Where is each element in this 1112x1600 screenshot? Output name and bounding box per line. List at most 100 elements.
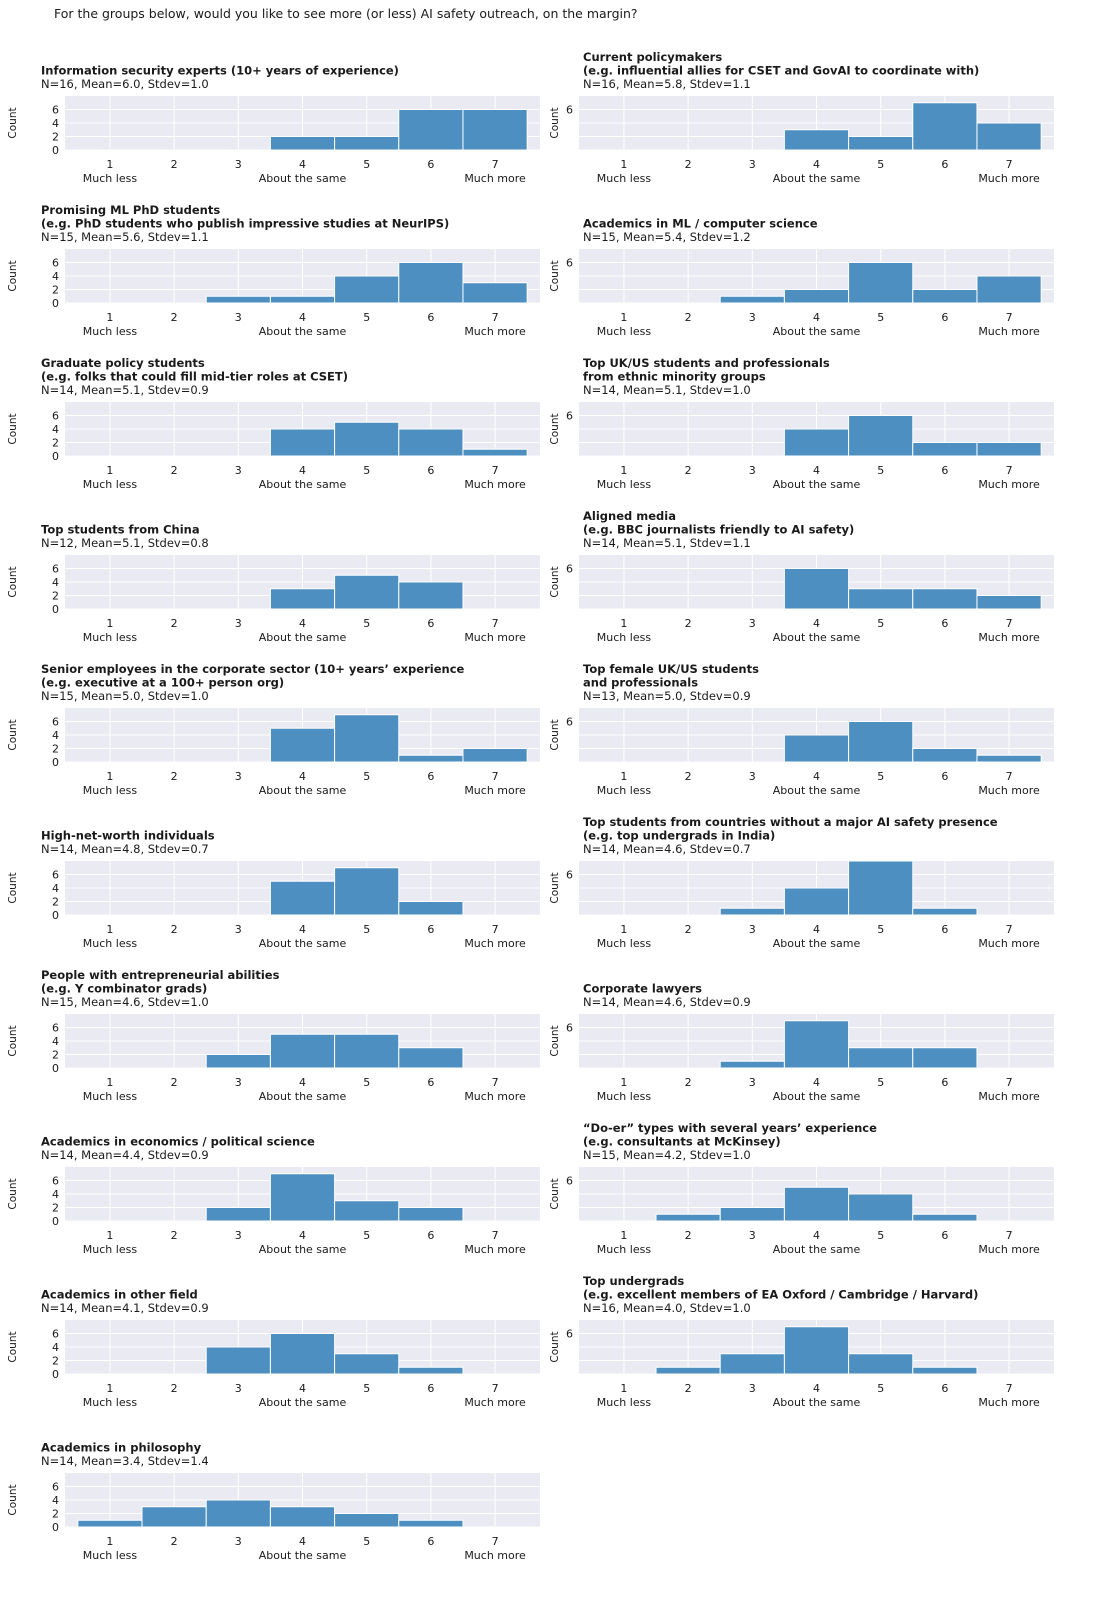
x-tick-label: 2 [171, 311, 178, 324]
y-tick-label: 6 [52, 257, 59, 270]
x-tick-label: 4 [813, 158, 820, 171]
chart-title-line: Top UK/US students and professionals [583, 356, 830, 370]
x-tick-caption: About the same [259, 325, 347, 338]
x-tick-label: 2 [685, 1076, 692, 1089]
x-tick-label: 1 [106, 923, 113, 936]
chart-stats: N=14, Mean=5.1, Stdev=0.9 [41, 383, 209, 397]
histogram-bar [205, 1499, 271, 1528]
histogram-bar [398, 1366, 464, 1375]
x-tick-label: 4 [813, 923, 820, 936]
x-tick-label: 3 [235, 923, 242, 936]
x-tick-caption: Much less [83, 478, 138, 491]
y-tick-label: 4 [52, 1035, 59, 1048]
x-tick-caption: Much more [978, 1090, 1040, 1103]
x-tick-label: 1 [620, 311, 627, 324]
x-tick-label: 2 [685, 1229, 692, 1242]
x-tick-label: 2 [685, 311, 692, 324]
x-tick-caption: Much less [83, 1396, 138, 1409]
x-tick-label: 2 [171, 1076, 178, 1089]
x-tick-label: 1 [106, 158, 113, 171]
histogram-bar [976, 275, 1042, 304]
y-tick-label: 4 [52, 1341, 59, 1354]
histogram-bar [205, 1207, 271, 1222]
x-tick-label: 4 [813, 311, 820, 324]
y-axis-label: Count [549, 260, 561, 291]
y-tick-label: 0 [52, 450, 59, 463]
x-tick-caption: Much less [597, 1243, 652, 1256]
histogram-bar [719, 1353, 785, 1375]
y-tick-label: 4 [52, 423, 59, 436]
x-tick-caption: Much more [978, 1396, 1040, 1409]
histogram-bar [205, 1054, 271, 1069]
histogram-bar [398, 581, 464, 610]
x-tick-caption: Much more [978, 784, 1040, 797]
x-tick-label: 5 [877, 311, 884, 324]
histogram-bar [462, 448, 528, 457]
x-tick-caption: Much less [597, 631, 652, 644]
x-tick-label: 4 [299, 158, 306, 171]
y-tick-label: 0 [52, 1521, 59, 1534]
x-tick-label: 2 [171, 770, 178, 783]
x-tick-label: 3 [235, 1382, 242, 1395]
x-tick-label: 1 [620, 617, 627, 630]
chart-stats: N=14, Mean=5.1, Stdev=1.0 [583, 383, 751, 397]
x-tick-label: 4 [299, 1076, 306, 1089]
y-tick-label: 6 [52, 869, 59, 882]
y-tick-label: 6 [566, 1175, 573, 1188]
histogram-bar [269, 588, 336, 610]
x-tick-label: 1 [106, 311, 113, 324]
x-tick-label: 6 [941, 1382, 948, 1395]
x-tick-label: 5 [877, 617, 884, 630]
y-tick-label: 6 [52, 563, 59, 576]
x-tick-label: 3 [749, 1382, 756, 1395]
x-tick-label: 7 [1006, 1076, 1013, 1089]
x-tick-caption: About the same [773, 478, 861, 491]
y-axis-label: Count [7, 107, 19, 138]
x-tick-caption: About the same [259, 1090, 347, 1103]
x-tick-label: 4 [299, 1535, 306, 1548]
chart-title-line: Academics in other field [41, 1288, 198, 1302]
chart-stats: N=12, Mean=5.1, Stdev=0.8 [41, 536, 209, 550]
x-tick-caption: Much more [978, 631, 1040, 644]
chart-title-line: Top students from China [41, 523, 200, 537]
x-tick-label: 5 [877, 158, 884, 171]
y-tick-label: 6 [566, 104, 573, 117]
x-tick-label: 1 [106, 1076, 113, 1089]
chart-title-line: People with entrepreneurial abilities [41, 968, 280, 982]
x-tick-label: 2 [685, 464, 692, 477]
x-tick-label: 7 [1006, 158, 1013, 171]
histogram-bar [848, 415, 914, 457]
histogram-bar [269, 727, 336, 763]
x-tick-label: 1 [620, 770, 627, 783]
chart-title-line: “Do-er” types with several years’ experi… [583, 1121, 877, 1135]
x-tick-label: 7 [492, 923, 499, 936]
chart-title-line: (e.g. executive at a 100+ person org) [41, 676, 284, 690]
x-tick-caption: Much more [464, 631, 526, 644]
x-tick-label: 7 [1006, 311, 1013, 324]
y-tick-label: 6 [52, 1175, 59, 1188]
histogram-bar [848, 1353, 914, 1375]
chart-title-line: Information security experts (10+ years … [41, 64, 399, 78]
y-axis-label: Count [549, 1025, 561, 1056]
x-tick-label: 6 [427, 1076, 434, 1089]
histogram-bar [976, 754, 1042, 763]
y-tick-label: 4 [52, 1188, 59, 1201]
x-tick-label: 7 [1006, 464, 1013, 477]
histogram-bar [783, 428, 850, 457]
x-tick-caption: Much less [597, 325, 652, 338]
y-axis-label: Count [7, 413, 19, 444]
x-tick-label: 7 [492, 1382, 499, 1395]
chart-stats: N=13, Mean=5.0, Stdev=0.9 [583, 689, 751, 703]
x-tick-label: 6 [941, 1076, 948, 1089]
chart-title-line: Aligned media [583, 509, 676, 523]
y-tick-label: 4 [52, 882, 59, 895]
histogram-bar [269, 1333, 336, 1375]
x-tick-label: 7 [492, 311, 499, 324]
x-tick-label: 6 [427, 923, 434, 936]
histogram-bar [848, 1193, 914, 1222]
histogram-bar [398, 1519, 464, 1528]
y-tick-label: 6 [52, 410, 59, 423]
histogram-bar [205, 295, 271, 304]
x-tick-label: 4 [299, 311, 306, 324]
histogram-bar [912, 442, 978, 457]
